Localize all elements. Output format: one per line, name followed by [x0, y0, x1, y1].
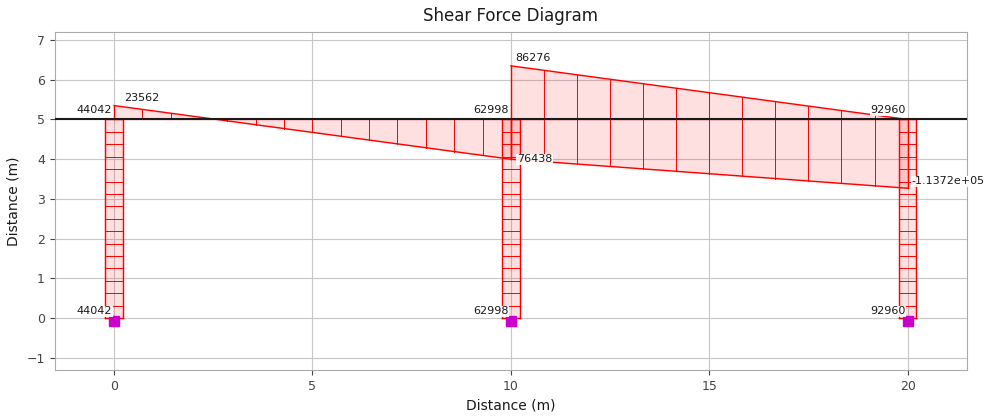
Text: 92960: 92960 [870, 106, 906, 116]
Text: -1.1372e+05: -1.1372e+05 [912, 176, 985, 186]
Text: 62998: 62998 [473, 106, 509, 116]
Y-axis label: Distance (m): Distance (m) [7, 156, 21, 246]
Text: 23562: 23562 [124, 93, 159, 103]
Title: Shear Force Diagram: Shear Force Diagram [423, 7, 598, 25]
Text: 44042: 44042 [77, 106, 112, 116]
X-axis label: Distance (m): Distance (m) [466, 398, 556, 412]
Text: 76438: 76438 [517, 154, 552, 164]
Text: 86276: 86276 [515, 53, 550, 63]
Text: 62998: 62998 [473, 306, 509, 316]
Text: 44042: 44042 [77, 306, 112, 316]
Text: 92960: 92960 [870, 306, 906, 316]
